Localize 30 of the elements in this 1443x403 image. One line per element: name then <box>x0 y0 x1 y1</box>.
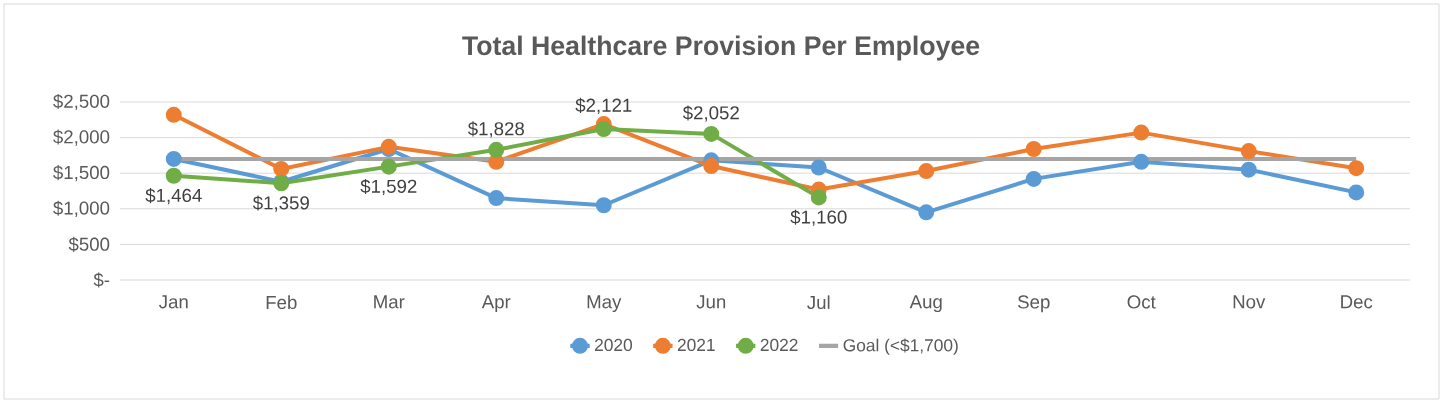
legend-label: Goal (<$1,700) <box>843 338 958 355</box>
x-tick-label: Nov <box>1233 295 1266 309</box>
data-label: $1,828 <box>467 121 524 138</box>
data-label: $1,464 <box>145 188 202 205</box>
y-tick-label: $2,500 <box>53 93 110 111</box>
legend-label: 2021 <box>677 338 715 352</box>
x-tick-label: Jul <box>807 295 830 310</box>
y-tick-label: $2,000 <box>53 129 110 146</box>
x-tick-label: Jun <box>696 295 726 309</box>
x-tick-label: Dec <box>1341 295 1373 309</box>
legend-label: 2022 <box>760 338 798 352</box>
y-tick-label: $1,500 <box>53 165 110 182</box>
x-tick-label: Mar <box>374 295 405 309</box>
data-label: $2,052 <box>682 105 739 122</box>
y-tick-label: $1,000 <box>53 200 110 217</box>
data-label: $1,592 <box>360 178 417 196</box>
x-tick-label: Feb <box>266 295 297 310</box>
data-label: $1,160 <box>790 209 847 226</box>
data-label: $2,121 <box>575 97 632 115</box>
x-tick-label: Oct <box>1127 295 1156 309</box>
y-tick-label: $500 <box>68 236 110 252</box>
x-tick-label: May <box>587 295 622 313</box>
x-tick-label: Jan <box>159 295 188 309</box>
data-label: $1,359 <box>252 195 309 212</box>
legend-label: 2020 <box>595 338 633 352</box>
x-tick-label: Sep <box>1018 295 1050 313</box>
y-tick-label: $- <box>93 272 110 288</box>
x-tick-label: Aug <box>909 295 942 313</box>
x-tick-label: Apr <box>481 295 511 313</box>
chart-title: Total Healthcare Provision Per Employee <box>462 35 980 61</box>
